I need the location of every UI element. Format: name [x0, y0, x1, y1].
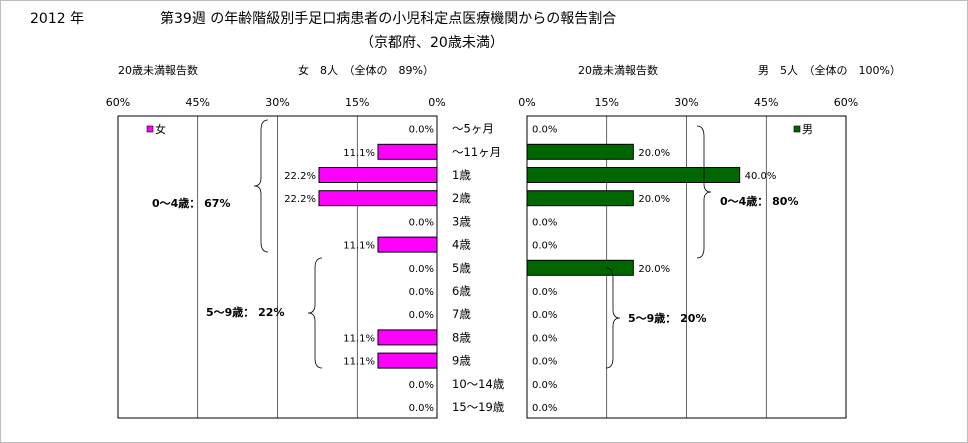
- female-data-label: 0.0%: [409, 403, 434, 414]
- age-category-label: 5歳: [452, 261, 471, 275]
- female-bar: [318, 190, 438, 207]
- male-data-label: 40.0%: [745, 171, 777, 182]
- chart-subtitle: （京都府、20歳未満）: [360, 35, 504, 51]
- female-data-label: 11.1%: [343, 333, 375, 344]
- female-bar: [318, 167, 438, 183]
- male-legend-label: 男: [802, 123, 813, 136]
- female-bar: [377, 236, 438, 253]
- male-brace-0-4: [696, 125, 712, 259]
- male-data-label: 0.0%: [532, 333, 557, 344]
- male-note-0-4: 0～4歳： 80%: [720, 194, 798, 208]
- male-data-label: 0.0%: [532, 217, 557, 228]
- chart-title: 第39週 の年齢階級別手足口病患者の小児科定点医療機関からの報告割合: [160, 11, 617, 27]
- male-bar: [526, 259, 634, 276]
- male-tick-label: 15%: [595, 96, 619, 109]
- male-data-label: 20.0%: [638, 194, 670, 205]
- age-category-label: 2歳: [452, 191, 471, 205]
- female-brace-0-4: [253, 119, 269, 253]
- female-legend-label: 女: [155, 122, 166, 136]
- male-tick-label: 0%: [518, 96, 535, 109]
- male-summary: 男 5人 （全体の 100%）: [758, 64, 901, 77]
- male-data-label: 20.0%: [638, 264, 670, 275]
- male-data-label: 0.0%: [532, 125, 557, 136]
- age-category-label: 15～19歳: [452, 400, 505, 414]
- female-data-label: 0.0%: [409, 380, 434, 391]
- age-category-label: 7歳: [452, 307, 471, 321]
- male-data-label: 20.0%: [638, 148, 670, 159]
- male-note-5-9: 5～9歳： 20%: [628, 311, 706, 325]
- year-label: 2012 年: [30, 11, 85, 27]
- female-bar: [377, 352, 438, 369]
- female-data-label: 0.0%: [409, 125, 434, 136]
- female-data-label: 22.2%: [284, 171, 316, 182]
- female-note-5-9: 5～9歳： 22%: [206, 305, 284, 319]
- age-category-label: ～11ヶ月: [452, 145, 501, 159]
- female-tick-label: 0%: [428, 96, 445, 109]
- male-data-label: 0.0%: [532, 403, 557, 414]
- age-category-label: 8歳: [452, 330, 471, 344]
- male-bar: [526, 190, 634, 207]
- female-data-label: 0.0%: [409, 217, 434, 228]
- female-tick-label: 45%: [186, 96, 210, 109]
- female-data-label: 0.0%: [409, 264, 434, 275]
- male-bar: [526, 167, 741, 183]
- female-tick-label: 60%: [106, 96, 130, 109]
- female-data-label: 11.1%: [343, 357, 375, 368]
- female-legend-swatch: [146, 125, 154, 133]
- male-bar: [526, 143, 634, 160]
- male-data-label: 0.0%: [532, 241, 557, 252]
- male-data-label: 0.0%: [532, 287, 557, 298]
- female-summary: 女 8人 （全体の 89%）: [298, 64, 434, 77]
- male-data-label: 0.0%: [532, 380, 557, 391]
- male-legend-swatch: [793, 125, 801, 133]
- female-data-label: 11.1%: [343, 148, 375, 159]
- age-category-label: 6歳: [452, 284, 471, 298]
- female-tick-label: 15%: [345, 96, 369, 109]
- male-data-label: 0.0%: [532, 357, 557, 368]
- female-data-label: 11.1%: [343, 241, 375, 252]
- female-count-label: 20歳未満報告数: [118, 64, 198, 77]
- male-tick-label: 60%: [834, 96, 858, 109]
- male-brace-5-9: [605, 267, 621, 369]
- male-tick-label: 30%: [674, 96, 698, 109]
- male-tick-label: 45%: [754, 96, 778, 109]
- female-data-label: 0.0%: [409, 310, 434, 321]
- female-tick-label: 30%: [265, 96, 289, 109]
- age-category-label: ～5ヶ月: [452, 122, 494, 136]
- male-count-label: 20歳未満報告数: [578, 64, 658, 77]
- age-category-label: 4歳: [452, 238, 471, 252]
- age-category-label: 9歳: [452, 354, 471, 368]
- female-note-0-4: 0～4歳： 67%: [152, 196, 230, 210]
- female-data-label: 0.0%: [409, 287, 434, 298]
- age-category-label: 10～14歳: [452, 377, 505, 391]
- age-category-label: 3歳: [452, 214, 471, 228]
- age-category-label: 1歳: [452, 168, 471, 182]
- female-bar: [377, 143, 438, 160]
- female-bar: [377, 329, 438, 346]
- female-brace-5-9: [307, 257, 323, 369]
- male-data-label: 0.0%: [532, 310, 557, 321]
- female-data-label: 22.2%: [284, 194, 316, 205]
